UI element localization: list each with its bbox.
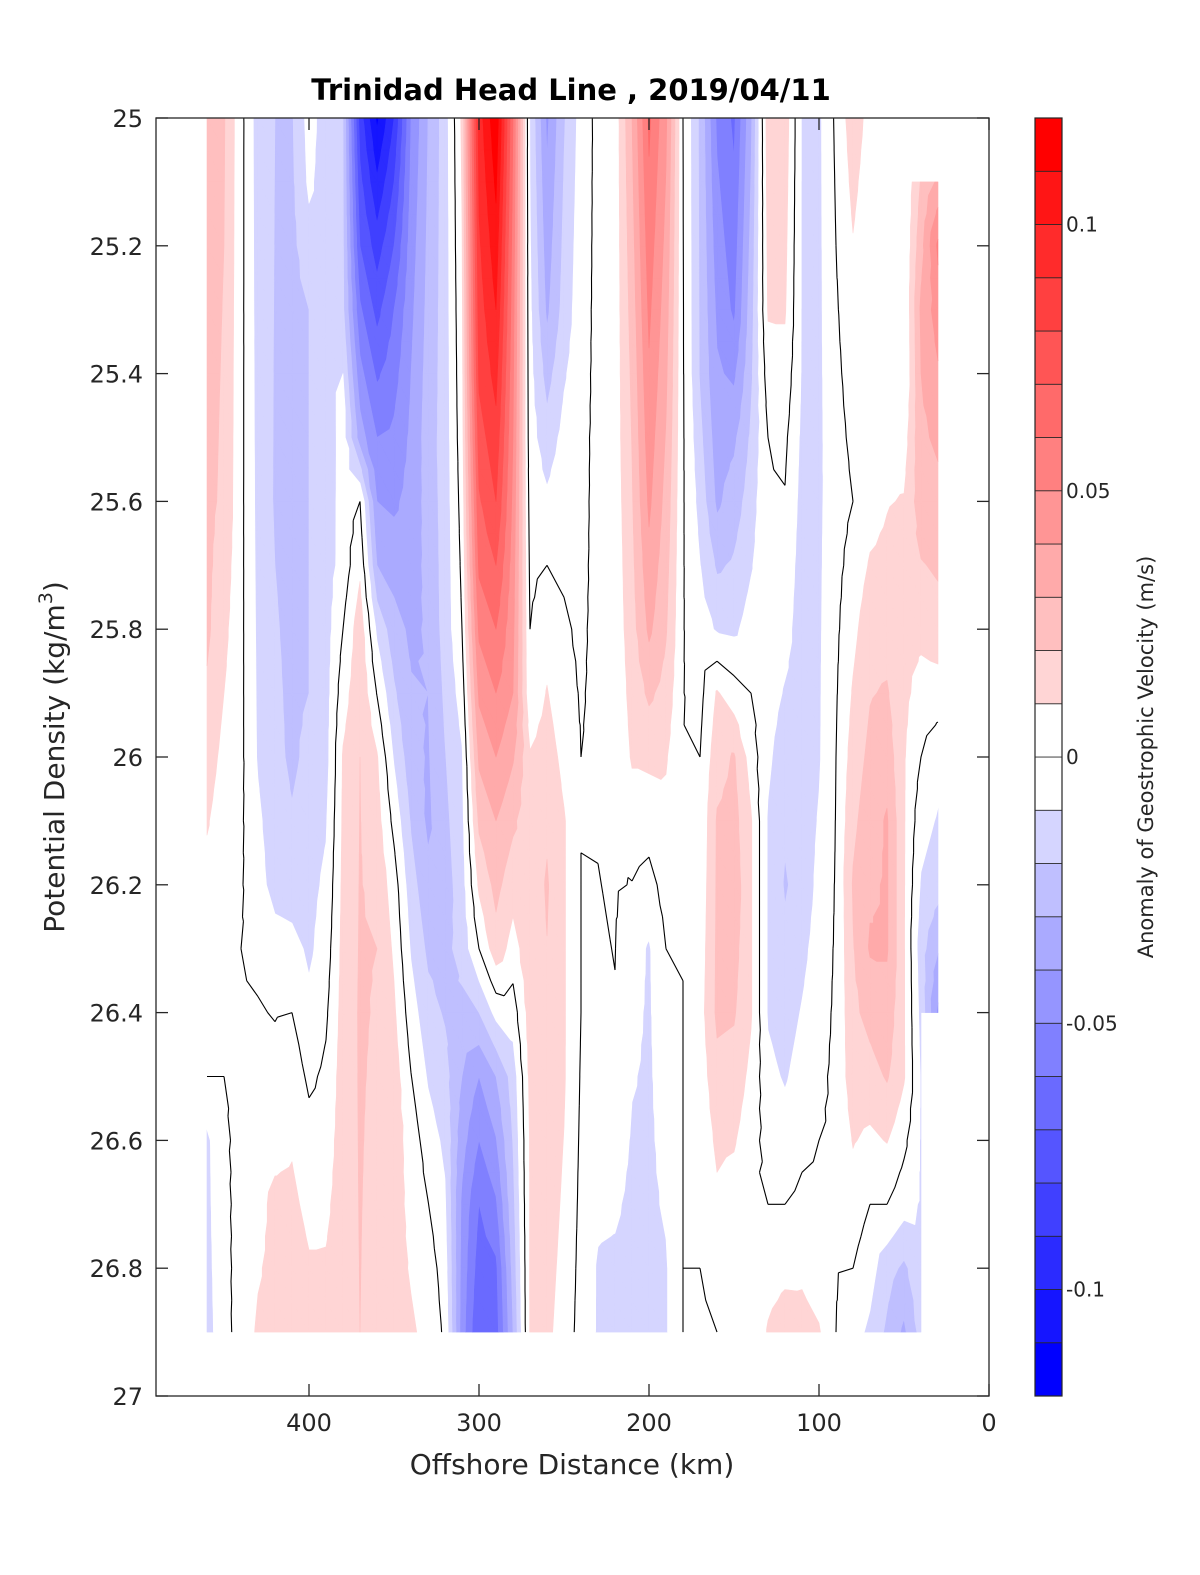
y-tick-label: 25.6 [90,488,143,516]
y-tick-label: 26.2 [90,872,143,900]
y-axis: 25 25.2 25.4 25.6 25.8 26 26.2 26.4 26.6 26.8 27 [90,105,989,1411]
colorbar-swatch [1034,383,1063,438]
colorbar: 0.1 0.05 0 -0.05 -0.1 [1034,117,1118,1397]
x-axis-label: Offshore Distance (km) [410,1448,735,1481]
x-tick-label: 300 [456,1409,502,1437]
contour-band [489,117,499,204]
y-axis-label: Potential Density (kg/m3) [35,581,71,933]
colorbar-swatch [1034,650,1063,705]
x-axis: 400 300 200 100 0 [286,118,997,1437]
y-tick-label: 25.8 [90,616,143,644]
colorbar-tick-label: 0.05 [1066,479,1111,503]
colorbar-swatch [1034,277,1063,332]
colorbar-swatch [1034,809,1063,864]
colorbar-swatch [1034,117,1063,172]
x-tick-label: 0 [981,1409,996,1437]
y-tick-label: 26.6 [90,1127,143,1155]
zero-contour-line [207,117,939,1333]
colorbar-swatch [1034,1129,1063,1184]
colorbar-tick-label: 0.1 [1066,213,1098,237]
x-tick-label: 400 [286,1409,332,1437]
colorbar-swatch [1034,1289,1063,1344]
chart-title: Trinidad Head Line , 2019/04/11 [311,73,831,107]
colorbar-swatch [1034,969,1063,1024]
y-tick-label: 27 [112,1383,143,1411]
colorbar-swatch [1034,224,1063,279]
y-tick-label: 26 [112,744,143,772]
zero-contour-layer [207,117,939,1333]
y-tick-label: 25 [112,105,143,133]
contour-fill-layer [206,117,939,1333]
x-tick-label: 100 [796,1409,842,1437]
colorbar-swatch [1034,756,1063,811]
colorbar-swatch [1034,490,1063,545]
colorbar-label: Anomaly of Geostrophic Velocity (m/s) [1134,556,1158,959]
colorbar-tick-label: -0.05 [1066,1011,1118,1035]
y-tick-label: 26.8 [90,1255,143,1283]
colorbar-swatch [1034,863,1063,918]
colorbar-frame [1034,117,1063,1397]
y-tick-label: 25.2 [90,233,143,261]
colorbar-swatch [1034,330,1063,385]
colorbar-swatch [1034,596,1063,651]
colorbar-swatch [1034,437,1063,492]
colorbar-swatch [1034,1076,1063,1131]
colorbar-tick-label: -0.1 [1066,1278,1105,1302]
colorbar-swatch [1034,1182,1063,1237]
y-tick-label: 26.4 [90,1000,143,1028]
colorbar-swatch [1034,170,1063,225]
colorbar-swatch [1034,1235,1063,1290]
y-axis-label-superscript: 3 [35,592,57,604]
y-axis-label-suffix: ) [38,581,71,592]
y-axis-label-main: Potential Density (kg/m [38,604,71,933]
colorbar-swatch [1034,916,1063,971]
colorbar-tick-label: 0 [1066,745,1079,769]
colorbar-swatch [1034,1022,1063,1077]
colorbar-swatch [1034,703,1063,758]
colorbar-swatch [1034,543,1063,598]
y-tick-label: 25.4 [90,361,143,389]
colorbar-swatch [1034,1342,1063,1397]
x-tick-label: 200 [626,1409,672,1437]
